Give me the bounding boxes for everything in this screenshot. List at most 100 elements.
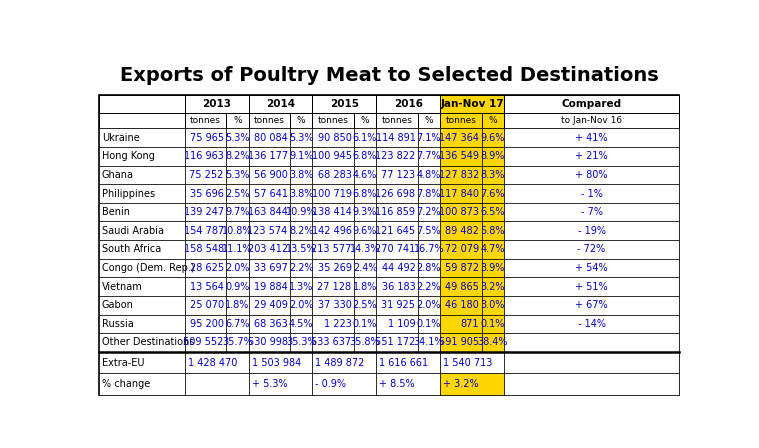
Bar: [184, 113, 226, 129]
Bar: [99, 147, 184, 166]
Bar: [417, 258, 440, 277]
Text: 0.1%: 0.1%: [480, 319, 505, 329]
Bar: [248, 314, 290, 333]
Bar: [481, 314, 504, 333]
Text: 2015: 2015: [330, 99, 359, 109]
Text: 5.3%: 5.3%: [289, 133, 313, 143]
Text: 49 865: 49 865: [446, 282, 479, 292]
Bar: [248, 221, 290, 240]
Bar: [417, 333, 440, 352]
Bar: [481, 166, 504, 184]
Text: 28 625: 28 625: [190, 263, 224, 273]
Bar: [440, 333, 481, 352]
Text: 591 905: 591 905: [439, 337, 479, 348]
Text: 154 787: 154 787: [184, 226, 224, 236]
Text: 68 283: 68 283: [318, 170, 351, 180]
Bar: [184, 240, 226, 258]
Bar: [440, 240, 481, 258]
Bar: [504, 333, 679, 352]
Bar: [248, 95, 313, 113]
Bar: [99, 314, 184, 333]
Text: 59 872: 59 872: [445, 263, 479, 273]
Bar: [481, 129, 504, 147]
Bar: [99, 352, 184, 373]
Bar: [313, 95, 376, 113]
Text: + 5.3%: + 5.3%: [252, 379, 287, 389]
Bar: [417, 147, 440, 166]
Text: 0.1%: 0.1%: [353, 319, 377, 329]
Bar: [354, 258, 376, 277]
Text: %: %: [361, 116, 370, 125]
Bar: [290, 129, 313, 147]
Bar: [99, 184, 184, 203]
Text: 6.7%: 6.7%: [225, 319, 250, 329]
Bar: [313, 258, 354, 277]
Text: South Africa: South Africa: [102, 245, 161, 254]
Bar: [354, 221, 376, 240]
Text: 7.2%: 7.2%: [417, 207, 441, 217]
Bar: [354, 277, 376, 296]
Bar: [290, 258, 313, 277]
Text: %: %: [233, 116, 241, 125]
Bar: [417, 203, 440, 221]
Bar: [376, 147, 417, 166]
Bar: [99, 95, 184, 113]
Bar: [481, 240, 504, 258]
Bar: [481, 221, 504, 240]
Text: 10.9%: 10.9%: [286, 207, 317, 217]
Text: 8.2%: 8.2%: [225, 151, 250, 161]
Bar: [417, 113, 440, 129]
Text: 6.1%: 6.1%: [353, 133, 377, 143]
Bar: [504, 113, 679, 129]
Bar: [376, 352, 440, 373]
Text: 5.3%: 5.3%: [225, 133, 250, 143]
Text: 8.3%: 8.3%: [480, 170, 505, 180]
Text: 121 645: 121 645: [375, 226, 415, 236]
Bar: [248, 240, 290, 258]
Text: 1.8%: 1.8%: [353, 282, 377, 292]
Bar: [99, 95, 679, 395]
Bar: [481, 203, 504, 221]
Bar: [313, 314, 354, 333]
Bar: [99, 373, 184, 395]
Text: + 54%: + 54%: [575, 263, 608, 273]
Bar: [226, 277, 248, 296]
Text: 0.1%: 0.1%: [417, 319, 441, 329]
Text: 9.3%: 9.3%: [353, 207, 377, 217]
Bar: [481, 147, 504, 166]
Text: 6.5%: 6.5%: [480, 207, 505, 217]
Text: tonnes: tonnes: [190, 116, 221, 125]
Bar: [99, 258, 184, 277]
Bar: [184, 147, 226, 166]
Text: 2014: 2014: [266, 99, 295, 109]
Bar: [354, 333, 376, 352]
Text: + 41%: + 41%: [575, 133, 608, 143]
Bar: [504, 95, 679, 113]
Bar: [313, 147, 354, 166]
Bar: [504, 373, 679, 395]
Bar: [313, 296, 354, 314]
Bar: [313, 184, 354, 203]
Text: 3.8%: 3.8%: [289, 189, 313, 198]
Text: 2.5%: 2.5%: [225, 189, 250, 198]
Bar: [248, 277, 290, 296]
Bar: [184, 95, 248, 113]
Text: to Jan-Nov 16: to Jan-Nov 16: [561, 116, 622, 125]
Text: 35.3%: 35.3%: [286, 337, 317, 348]
Bar: [417, 221, 440, 240]
Bar: [313, 352, 376, 373]
Text: Ghana: Ghana: [102, 170, 134, 180]
Bar: [376, 240, 417, 258]
Bar: [481, 277, 504, 296]
Bar: [440, 373, 504, 395]
Text: 37 330: 37 330: [318, 300, 351, 310]
Bar: [504, 129, 679, 147]
Bar: [290, 240, 313, 258]
Text: 138 414: 138 414: [312, 207, 351, 217]
Text: 158 548: 158 548: [184, 245, 224, 254]
Text: 19 884: 19 884: [254, 282, 288, 292]
Bar: [290, 147, 313, 166]
Bar: [417, 166, 440, 184]
Text: 1.8%: 1.8%: [225, 300, 250, 310]
Bar: [313, 203, 354, 221]
